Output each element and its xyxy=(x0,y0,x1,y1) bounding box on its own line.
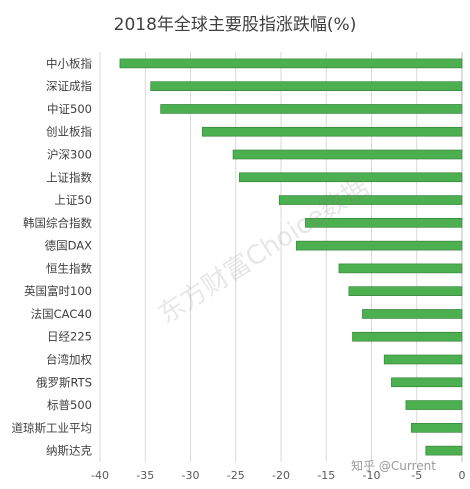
bar xyxy=(278,195,463,205)
bar xyxy=(411,423,463,433)
category-label: 台湾加权 xyxy=(46,353,92,367)
category-label: 中小板指 xyxy=(46,56,92,70)
bar xyxy=(391,377,463,388)
bar xyxy=(425,445,463,456)
category-label: 中证500 xyxy=(47,102,92,116)
category-label: 沪深300 xyxy=(47,148,92,162)
bar xyxy=(201,126,463,137)
bar xyxy=(405,400,463,410)
category-label: 恒生指数 xyxy=(46,261,92,275)
category-label: 俄罗斯RTS xyxy=(36,375,92,389)
source-credit: 知乎 @Current xyxy=(351,459,436,473)
bar xyxy=(150,81,463,91)
category-label: 标普500 xyxy=(47,398,92,412)
category-label: 法国CAC40 xyxy=(31,307,92,321)
x-tick-label: -20 xyxy=(272,469,290,482)
category-label: 英国富时100 xyxy=(24,284,92,298)
bar xyxy=(160,104,463,114)
category-label: 日经225 xyxy=(47,330,92,344)
bar xyxy=(383,354,463,365)
category-label: 韩国综合指数 xyxy=(23,216,92,230)
x-tick-label: 0 xyxy=(459,469,466,482)
bar xyxy=(338,263,463,274)
bar xyxy=(296,240,463,251)
bar xyxy=(362,309,463,319)
bar xyxy=(305,218,463,228)
bar xyxy=(119,58,463,69)
category-label: 上证指数 xyxy=(46,170,92,184)
x-tick-label: -40 xyxy=(91,469,109,482)
category-label: 上证50 xyxy=(54,193,92,207)
bar xyxy=(348,286,463,296)
bar xyxy=(239,172,463,183)
category-label: 德国DAX xyxy=(45,239,93,253)
category-label: 创业板指 xyxy=(46,125,92,139)
chart-title: 2018年全球主要股指涨跌幅(%) xyxy=(113,15,357,35)
x-tick-label: -10 xyxy=(363,469,381,482)
category-label: 道琼斯工业平均 xyxy=(12,421,93,435)
category-label: 深证成指 xyxy=(46,79,92,93)
bar xyxy=(352,331,463,342)
x-tick-label: -35 xyxy=(136,469,154,482)
x-tick-label: -25 xyxy=(227,469,245,482)
category-label: 纳斯达克 xyxy=(46,444,92,458)
x-tick-label: -30 xyxy=(182,469,200,482)
x-tick-label: -15 xyxy=(317,469,335,482)
bar xyxy=(232,149,463,160)
x-tick-label: -5 xyxy=(411,469,422,482)
